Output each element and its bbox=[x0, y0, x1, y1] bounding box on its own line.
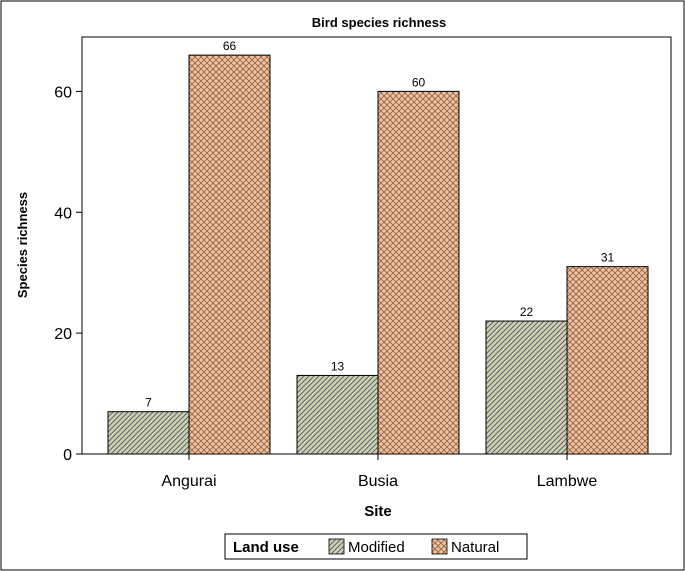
y-axis-ticks: 0 20 40 60 bbox=[54, 84, 82, 464]
data-label: 66 bbox=[223, 39, 237, 53]
y-axis-label: Species richness bbox=[15, 192, 30, 298]
chart-title: Bird species richness bbox=[312, 15, 446, 30]
bar-modified-lambwe bbox=[485, 320, 568, 455]
legend-swatch-modified bbox=[328, 538, 345, 555]
data-labels-group: 7 66 13 60 22 31 bbox=[145, 39, 614, 410]
bar-natural-lambwe bbox=[566, 266, 649, 455]
y-tick-label: 0 bbox=[63, 447, 72, 464]
y-tick-label: 20 bbox=[54, 326, 72, 343]
bar-modified-busia bbox=[296, 374, 379, 455]
bar-modified-angurai bbox=[107, 411, 190, 455]
legend-title: Land use bbox=[233, 539, 299, 556]
x-axis-label: Site bbox=[364, 503, 392, 520]
data-label: 31 bbox=[601, 251, 615, 265]
bars-group bbox=[107, 54, 649, 455]
legend: Land use Modified Natural bbox=[224, 533, 528, 560]
data-label: 7 bbox=[145, 396, 152, 410]
bar-natural-angurai bbox=[188, 54, 271, 455]
x-tick-label: Angurai bbox=[161, 473, 216, 490]
y-tick-label: 60 bbox=[54, 84, 72, 101]
legend-box bbox=[224, 533, 528, 560]
legend-label-modified: Modified bbox=[348, 539, 405, 556]
legend-label-natural: Natural bbox=[451, 539, 499, 556]
bar-natural-busia bbox=[377, 90, 460, 455]
data-label: 13 bbox=[331, 359, 345, 373]
y-tick-label: 40 bbox=[54, 205, 72, 222]
data-label: 60 bbox=[412, 75, 426, 89]
x-tick-label: Busia bbox=[358, 473, 398, 490]
x-tick-label: Lambwe bbox=[537, 473, 598, 490]
data-label: 22 bbox=[520, 305, 534, 319]
x-axis-ticks: Angurai Busia Lambwe bbox=[161, 454, 597, 490]
legend-swatch-natural bbox=[431, 538, 448, 555]
